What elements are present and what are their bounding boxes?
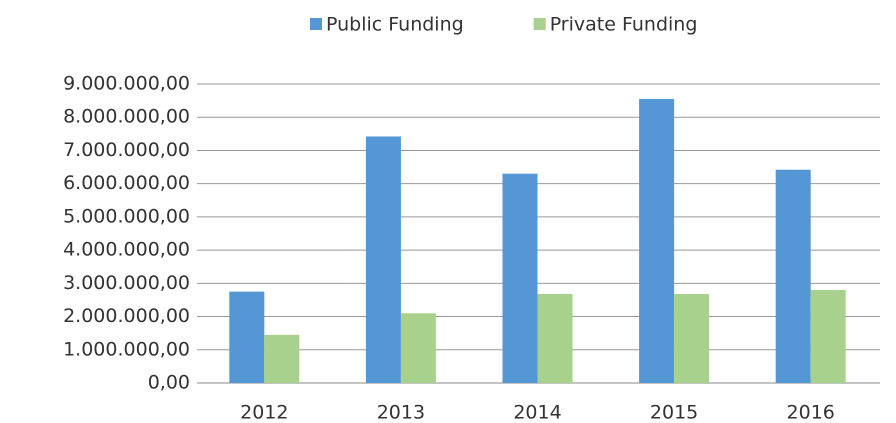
- legend-swatch: [533, 18, 546, 30]
- bar: [264, 334, 300, 383]
- bar: [775, 169, 811, 383]
- x-tick-label: 2015: [650, 402, 698, 423]
- y-tick-label: 5.000.000,00: [63, 205, 190, 227]
- y-tick-label: 2.000.000,00: [63, 305, 190, 327]
- y-tick-label: 6.000.000,00: [63, 172, 190, 194]
- y-tick-label: 0,00: [148, 372, 190, 394]
- legend-label: Private Funding: [550, 14, 698, 36]
- y-tick-label: 7.000.000,00: [63, 139, 190, 161]
- bar: [502, 173, 538, 383]
- y-tick-label: 9.000.000,00: [63, 73, 190, 95]
- x-tick-label: 2013: [377, 402, 425, 423]
- y-tick-label: 4.000.000,00: [63, 239, 190, 261]
- bar: [674, 293, 710, 383]
- bar: [639, 98, 675, 383]
- x-tick-label: 2014: [513, 402, 561, 423]
- bar: [365, 136, 401, 383]
- legend-label: Public Funding: [326, 14, 464, 36]
- bar: [400, 313, 436, 383]
- bar: [229, 291, 265, 383]
- x-tick-label: 2012: [240, 402, 288, 423]
- y-tick-label: 8.000.000,00: [63, 106, 190, 128]
- x-tick-label: 2016: [787, 402, 835, 423]
- legend-swatch: [310, 18, 322, 30]
- y-tick-label: 3.000.000,00: [63, 272, 190, 294]
- bar: [537, 293, 573, 383]
- y-tick-label: 1.000.000,00: [63, 338, 190, 360]
- bar: [810, 289, 846, 383]
